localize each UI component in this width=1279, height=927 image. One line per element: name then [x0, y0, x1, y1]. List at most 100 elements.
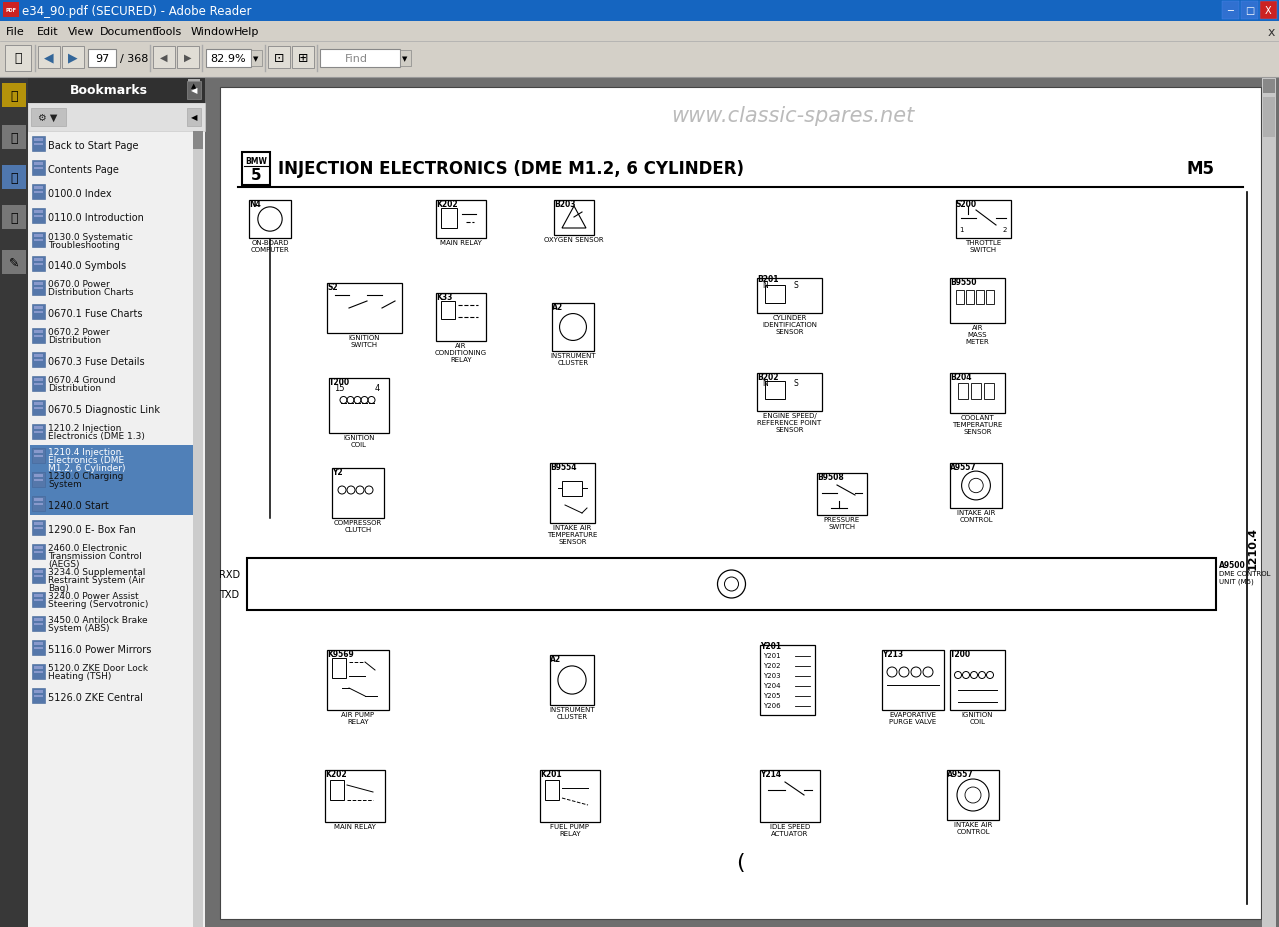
Bar [760, 645, 815, 716]
Bar [35, 576, 43, 578]
Text: IDLE SPEED: IDLE SPEED [770, 823, 810, 829]
Text: 5126.0 ZKE Central: 5126.0 ZKE Central [49, 692, 143, 703]
Bar [220, 88, 1261, 919]
Bar [553, 304, 593, 351]
Bar [32, 688, 45, 704]
Bar [206, 50, 251, 68]
Bar [29, 446, 193, 515]
Text: Bag): Bag) [49, 584, 69, 593]
Bar [946, 770, 999, 820]
Text: CONTROL: CONTROL [959, 516, 993, 523]
Text: / 368: / 368 [120, 54, 148, 64]
Text: ⊡: ⊡ [274, 51, 284, 65]
Bar [35, 594, 43, 597]
Text: REFERENCE POINT: REFERENCE POINT [757, 420, 821, 425]
Text: IGNITION: IGNITION [343, 435, 375, 440]
Bar [32, 568, 45, 583]
Text: ACTUATOR: ACTUATOR [771, 830, 808, 836]
Bar [327, 651, 389, 710]
Bar [35, 402, 43, 405]
Text: ON-BOARD: ON-BOARD [251, 240, 289, 246]
Text: S2: S2 [327, 283, 338, 292]
Text: 🔒: 🔒 [10, 89, 18, 102]
Bar [35, 451, 43, 453]
Text: Troubleshooting: Troubleshooting [49, 240, 120, 249]
Bar [950, 279, 1005, 324]
Bar [0, 42, 1279, 78]
Text: Document: Document [100, 27, 157, 37]
Text: Y2: Y2 [333, 467, 343, 476]
Text: COIL: COIL [350, 441, 367, 448]
Text: A9557: A9557 [946, 769, 973, 778]
Bar [61, 47, 84, 69]
Text: K202: K202 [325, 769, 347, 778]
Bar [5, 46, 31, 72]
Bar [545, 781, 559, 800]
Text: ◀: ◀ [191, 86, 197, 95]
Text: AIR: AIR [972, 324, 984, 331]
Text: 5120.0 ZKE Door Lock: 5120.0 ZKE Door Lock [49, 664, 148, 673]
Text: 1210.4 Injection: 1210.4 Injection [49, 448, 122, 457]
Text: FUEL PUMP: FUEL PUMP [550, 823, 590, 829]
Text: Y213: Y213 [883, 649, 903, 658]
Bar [35, 623, 43, 626]
Bar [35, 671, 43, 673]
Bar [35, 139, 43, 142]
Text: A9500: A9500 [1219, 561, 1246, 569]
Text: 📋: 📋 [10, 132, 18, 145]
Bar [32, 544, 45, 559]
Bar [817, 474, 867, 515]
Bar [958, 384, 968, 400]
Text: RXD: RXD [219, 569, 240, 579]
Text: CONTROL: CONTROL [957, 828, 990, 834]
Text: Heating (TSH): Heating (TSH) [49, 672, 111, 680]
Text: CLUSTER: CLUSTER [558, 360, 588, 365]
Text: RELAY: RELAY [559, 830, 581, 836]
Text: Steering (Servotronic): Steering (Servotronic) [49, 600, 148, 609]
Circle shape [559, 314, 587, 341]
Bar [35, 331, 43, 334]
Text: INTAKE AIR: INTAKE AIR [554, 525, 592, 530]
Circle shape [957, 780, 989, 811]
Text: AIR: AIR [455, 343, 467, 349]
Text: DME CONTROL: DME CONTROL [1219, 570, 1270, 577]
Bar [955, 291, 964, 305]
Text: www.classic-spares.net: www.classic-spares.net [671, 106, 914, 126]
Text: ▶: ▶ [184, 53, 192, 63]
Bar [32, 137, 45, 152]
Bar [984, 384, 994, 400]
Text: B9508: B9508 [817, 473, 844, 481]
Text: 97: 97 [95, 54, 109, 64]
Bar [32, 329, 45, 344]
Text: BMW: BMW [246, 158, 267, 166]
Text: COMPRESSOR: COMPRESSOR [334, 519, 382, 526]
Bar [35, 552, 43, 553]
Circle shape [718, 570, 746, 598]
Bar [950, 464, 1001, 508]
Text: MAIN RELAY: MAIN RELAY [334, 823, 376, 829]
Bar [950, 651, 1005, 710]
Text: Y201: Y201 [764, 653, 780, 658]
Text: Distribution: Distribution [49, 337, 101, 345]
Text: CLUTCH: CLUTCH [344, 527, 372, 532]
Text: INTAKE AIR: INTAKE AIR [957, 510, 995, 515]
Text: Find: Find [344, 54, 367, 64]
Text: Electronics (DME: Electronics (DME [49, 456, 124, 465]
Bar [32, 209, 45, 223]
Bar [35, 210, 43, 214]
Text: COOLANT: COOLANT [961, 414, 994, 421]
Text: M5: M5 [1187, 159, 1215, 178]
Bar [35, 168, 43, 170]
Bar [35, 695, 43, 697]
Bar [757, 374, 822, 412]
Text: 1290.0 E- Box Fan: 1290.0 E- Box Fan [49, 525, 136, 535]
Text: Transmission Control: Transmission Control [49, 552, 142, 561]
Bar [35, 311, 43, 313]
Bar [32, 520, 45, 536]
Bar [950, 374, 1005, 413]
Bar [320, 50, 400, 68]
Text: X: X [1265, 6, 1271, 16]
Bar [883, 651, 944, 710]
Circle shape [558, 667, 586, 694]
Bar [3, 250, 26, 274]
